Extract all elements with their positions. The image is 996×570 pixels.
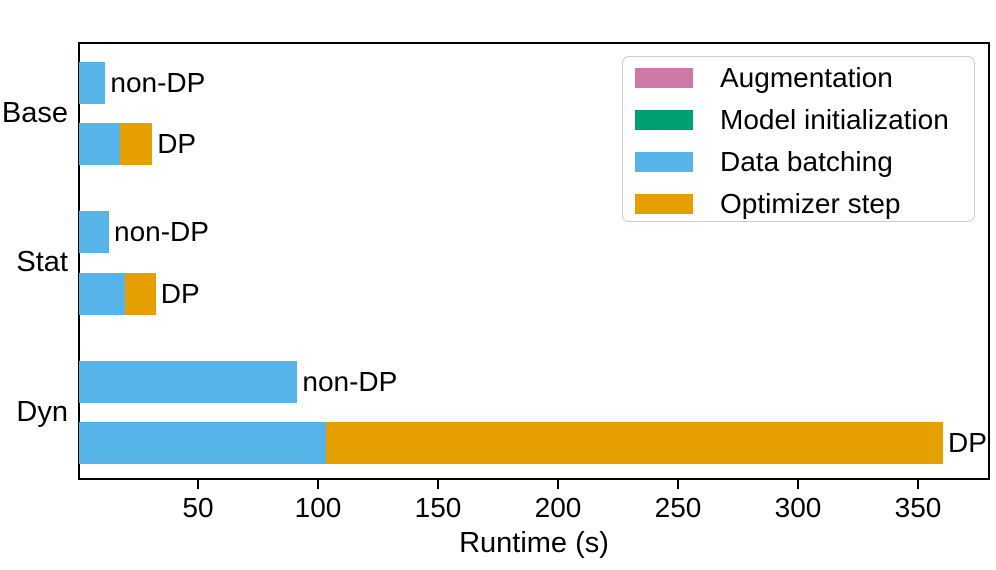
x-tick-label: 200 — [534, 492, 582, 523]
legend-label: Data batching — [720, 146, 893, 177]
x-tick-mark — [557, 480, 559, 489]
bar-annotation-base-non-dp: non-DP — [110, 66, 206, 98]
y-axis-label-dyn: Dyn — [16, 395, 68, 428]
x-tick-label: 100 — [294, 492, 342, 523]
bar-segment-optimizer-step — [124, 272, 156, 315]
legend-label: Optimizer step — [720, 188, 901, 219]
x-tick-mark — [197, 480, 199, 489]
x-tick-mark — [437, 480, 439, 489]
legend-item-data-batching: Data batching — [623, 141, 974, 183]
legend-label: Augmentation — [720, 62, 893, 93]
x-tick-label: 250 — [654, 492, 702, 523]
bar-segment-data-batching — [79, 211, 109, 254]
x-axis-title: Runtime (s) — [459, 527, 609, 559]
bar-segment-data-batching — [79, 360, 298, 403]
bar-segment-data-batching — [79, 422, 327, 465]
x-tick-mark — [317, 480, 319, 489]
x-tick-mark — [797, 480, 799, 489]
legend-swatch-data-batching — [635, 152, 693, 172]
bar-annotation-dyn-non-dp: non-DP — [302, 365, 398, 397]
bar-segment-data-batching — [79, 272, 125, 315]
legend-item-model-initialization: Model initialization — [623, 99, 974, 141]
legend-item-optimizer-step: Optimizer step — [623, 183, 974, 225]
bar-annotation-stat-non-dp: non-DP — [114, 216, 209, 248]
bar-annotation-dyn-dp: DP — [948, 427, 987, 459]
bar-segment-data-batching — [79, 123, 120, 166]
legend-swatch-augmentation — [635, 68, 693, 88]
x-tick-mark — [917, 480, 919, 489]
bar-segment-optimizer-step — [326, 422, 943, 465]
bar-segment-optimizer-step — [119, 123, 153, 166]
legend-item-augmentation: Augmentation — [623, 57, 974, 99]
x-tick-label: 300 — [774, 492, 822, 523]
y-axis-label-stat: Stat — [16, 246, 68, 278]
legend-label: Model initialization — [720, 104, 949, 135]
x-tick-label: 350 — [894, 492, 942, 523]
x-tick-mark — [677, 480, 679, 489]
y-axis-label-base: Base — [1, 96, 68, 129]
legend: Augmentation Model initialization Data bat… — [622, 56, 975, 222]
bar-annotation-base-dp: DP — [157, 128, 197, 160]
bar-annotation-stat-dp: DP — [160, 277, 200, 309]
legend-swatch-model-initialization — [635, 110, 693, 130]
x-tick-label: 50 — [182, 492, 214, 523]
legend-swatch-optimizer-step — [635, 194, 693, 214]
bar-segment-data-batching — [79, 61, 106, 104]
x-tick-label: 150 — [414, 492, 462, 523]
